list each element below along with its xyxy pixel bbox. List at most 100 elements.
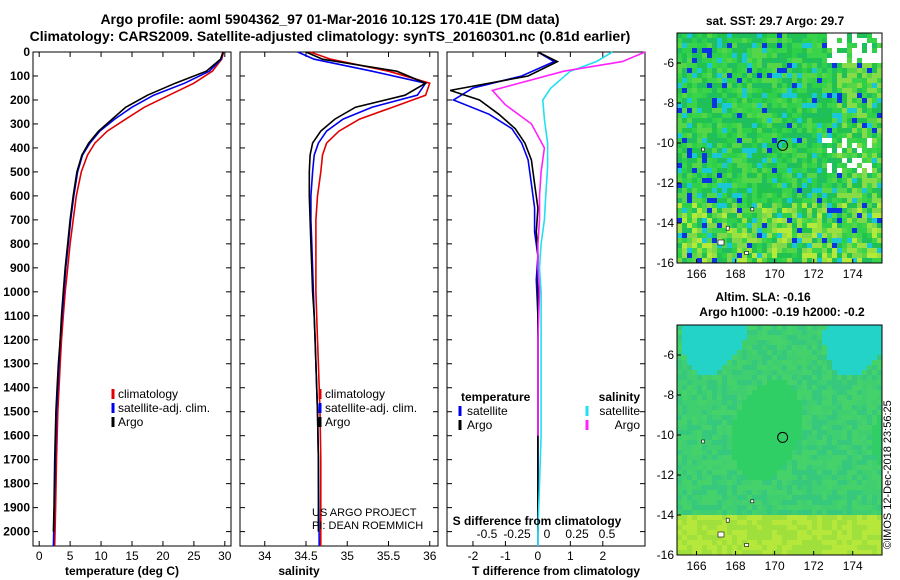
map-cell <box>787 223 792 228</box>
map-cell <box>847 208 852 213</box>
map-cell <box>767 98 772 103</box>
map-cell <box>742 103 747 108</box>
map-cell <box>692 58 697 63</box>
map-cell <box>747 350 752 355</box>
map-cell <box>722 218 727 223</box>
map-cell <box>817 138 822 143</box>
map-cell <box>787 103 792 108</box>
map-cell <box>772 455 777 460</box>
map-cell <box>867 415 872 420</box>
map-cell <box>797 495 802 500</box>
map-cell <box>742 163 747 168</box>
map-cell <box>707 445 712 450</box>
map-cell <box>867 420 872 425</box>
map-cell <box>707 495 712 500</box>
map-cell <box>707 233 712 238</box>
map-cell <box>847 83 852 88</box>
map-cell <box>802 83 807 88</box>
map-cell <box>677 460 682 465</box>
map-cell <box>747 143 752 148</box>
map-cell <box>802 405 807 410</box>
map-cell <box>722 400 727 405</box>
map-cell <box>707 93 712 98</box>
map-cell <box>782 335 787 340</box>
map-cell <box>832 425 837 430</box>
map-cell <box>837 128 842 133</box>
map-cell <box>782 455 787 460</box>
map-cell <box>872 510 877 515</box>
map-cell <box>712 38 717 43</box>
map-cell <box>687 470 692 475</box>
map-cell <box>677 223 682 228</box>
map-cell <box>862 385 867 390</box>
map-cell <box>687 430 692 435</box>
map-cell <box>737 525 742 530</box>
map-cell <box>732 253 737 258</box>
map-cell <box>802 395 807 400</box>
map-cell <box>727 148 732 153</box>
map-cell <box>777 515 782 520</box>
map-cell <box>717 98 722 103</box>
map-cell <box>757 365 762 370</box>
map-cell <box>697 395 702 400</box>
map-cell <box>717 218 722 223</box>
map-cell <box>847 248 852 253</box>
map-cell <box>702 93 707 98</box>
map-cell <box>832 495 837 500</box>
map-cell <box>727 173 732 178</box>
map-cell <box>762 340 767 345</box>
map-cell <box>807 470 812 475</box>
map-cell <box>852 53 857 58</box>
map-cell <box>747 345 752 350</box>
map-cell <box>872 73 877 78</box>
map-cell <box>777 118 782 123</box>
map-cell <box>767 163 772 168</box>
map-cell <box>732 98 737 103</box>
map-cell <box>687 410 692 415</box>
map-cell <box>697 103 702 108</box>
map-cell <box>707 415 712 420</box>
map-cell <box>822 470 827 475</box>
map-cell <box>717 515 722 520</box>
map-cell <box>677 530 682 535</box>
map-cell <box>717 198 722 203</box>
map-cell <box>767 395 772 400</box>
map-cell <box>852 183 857 188</box>
map-cell <box>827 128 832 133</box>
map-cell <box>717 163 722 168</box>
map-cell <box>722 108 727 113</box>
map-cell <box>827 153 832 158</box>
map-cell <box>802 138 807 143</box>
map-cell <box>812 143 817 148</box>
map-cell <box>752 425 757 430</box>
map-cell <box>767 168 772 173</box>
map-cell <box>692 350 697 355</box>
map-cell <box>802 33 807 38</box>
map-cell <box>782 248 787 253</box>
map-cell <box>722 460 727 465</box>
map-cell <box>862 360 867 365</box>
map-cell <box>792 58 797 63</box>
map-cell <box>807 365 812 370</box>
map-cell <box>872 390 877 395</box>
map-cell <box>807 395 812 400</box>
map-cell <box>732 405 737 410</box>
map-cell <box>747 183 752 188</box>
map-cell <box>812 183 817 188</box>
map-cell <box>697 228 702 233</box>
map-cell <box>767 545 772 550</box>
map-cell <box>727 83 732 88</box>
map-cell <box>712 325 717 330</box>
map-cell <box>747 153 752 158</box>
map-cell <box>742 223 747 228</box>
map-cell <box>712 400 717 405</box>
map-cell <box>802 530 807 535</box>
map-cell <box>732 178 737 183</box>
map-cell <box>792 495 797 500</box>
map-cell <box>867 530 872 535</box>
map-cell <box>717 385 722 390</box>
map-cell <box>682 525 687 530</box>
map-cell <box>812 233 817 238</box>
map-cell <box>837 520 842 525</box>
map-cell <box>772 420 777 425</box>
